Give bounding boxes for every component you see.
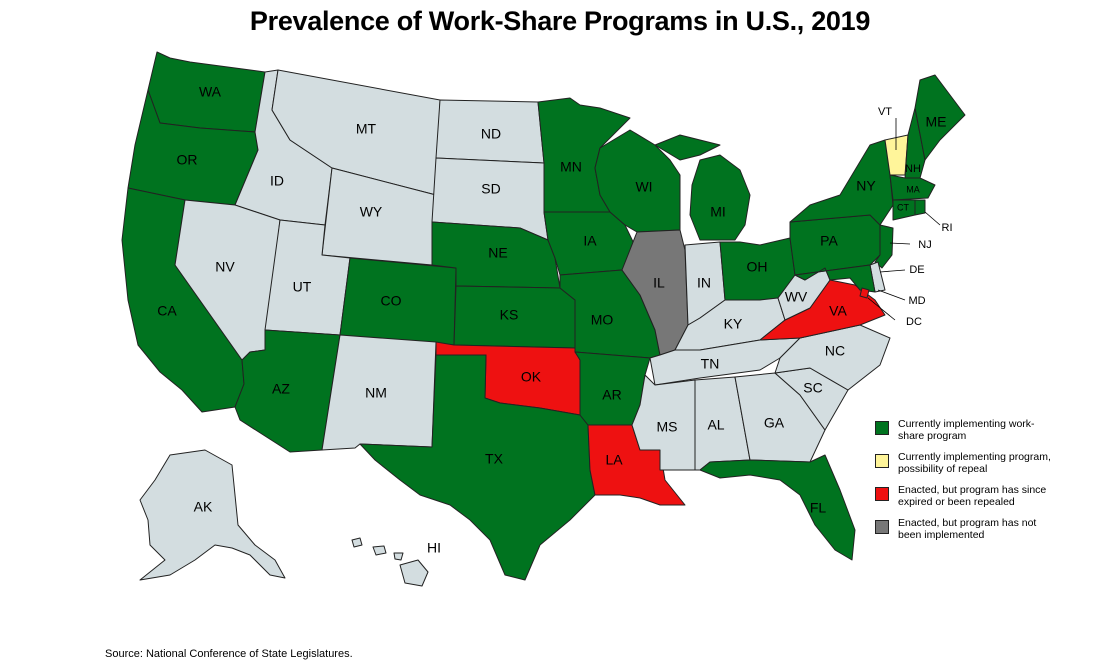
label-IA: IA: [583, 233, 597, 249]
label-MN: MN: [560, 159, 582, 175]
label-SC: SC: [803, 380, 822, 396]
label-AL: AL: [707, 417, 724, 433]
label-SD: SD: [481, 181, 500, 197]
label-leaders: [867, 118, 941, 321]
label-WV: WV: [785, 289, 808, 305]
label-ME: ME: [926, 114, 947, 130]
state-AK: [139, 449, 286, 581]
label-KS: KS: [500, 307, 519, 323]
label-NJ: NJ: [918, 239, 931, 251]
label-DC: DC: [906, 316, 922, 328]
label-NV: NV: [215, 259, 235, 275]
label-NM: NM: [365, 385, 387, 401]
label-PA: PA: [820, 233, 838, 249]
state-MD: [794, 264, 876, 293]
label-MA: MA: [906, 184, 920, 194]
label-WA: WA: [199, 84, 222, 100]
legend-label-implementing: Currently implementing work-share progra…: [898, 418, 1035, 442]
state-RI: [914, 199, 926, 216]
state-NH: [904, 107, 926, 179]
label-HI: HI: [427, 540, 441, 556]
label-OH: OH: [747, 259, 768, 275]
label-AK: AK: [194, 499, 213, 515]
state-MI: [654, 134, 751, 241]
legend-label-repeal-possible: Currently implementing program, possibil…: [898, 451, 1051, 475]
label-UT: UT: [293, 279, 312, 295]
label-CT: CT: [897, 202, 909, 212]
label-NE: NE: [488, 245, 507, 261]
state-TX: [359, 354, 596, 581]
label-WI: WI: [635, 179, 652, 195]
label-MO: MO: [591, 312, 614, 328]
map-title: Prevalence of Work-Share Programs in U.S…: [249, 6, 871, 36]
label-NC: NC: [825, 343, 845, 359]
label-VT: VT: [878, 106, 892, 118]
label-NY: NY: [856, 178, 876, 194]
legend-item-expired: Enacted, but program has since expired o…: [875, 484, 1055, 508]
label-MT: MT: [356, 121, 377, 137]
legend-item-repeal-possible: Currently implementing program, possibil…: [875, 451, 1055, 475]
label-TX: TX: [485, 451, 504, 467]
label-CA: CA: [157, 303, 177, 319]
label-IL: IL: [653, 275, 665, 291]
label-OR: OR: [177, 152, 198, 168]
state-DC: [859, 287, 870, 299]
state-FL: [699, 454, 856, 561]
label-MS: MS: [657, 419, 678, 435]
label-WY: WY: [360, 204, 383, 220]
label-TN: TN: [701, 356, 720, 372]
label-LA: LA: [605, 452, 623, 468]
label-RI: RI: [942, 222, 953, 234]
label-AZ: AZ: [272, 381, 290, 397]
label-ND: ND: [481, 126, 501, 142]
legend-swatch-repeal-possible: [875, 454, 889, 468]
state-NJ: [874, 224, 894, 269]
label-AR: AR: [602, 387, 621, 403]
legend-swatch-expired: [875, 487, 889, 501]
legend-swatch-not-implemented: [875, 520, 889, 534]
legend-label-expired: Enacted, but program has since expired o…: [898, 484, 1047, 508]
label-DE: DE: [909, 264, 924, 276]
source-note: Source: National Conference of State Leg…: [105, 648, 353, 660]
legend-item-not-implemented: Enacted, but program has not been implem…: [875, 517, 1055, 541]
label-OK: OK: [521, 369, 542, 385]
legend-label-not-implemented: Enacted, but program has not been implem…: [898, 517, 1037, 541]
label-IN: IN: [697, 275, 711, 291]
label-FL: FL: [810, 500, 827, 516]
label-KY: KY: [724, 316, 743, 332]
legend-swatch-implementing: [875, 421, 889, 435]
label-NH: NH: [905, 163, 921, 175]
map-legend: Currently implementing work-share progra…: [875, 418, 1055, 550]
state-HI: [351, 537, 429, 587]
label-MI: MI: [710, 204, 726, 220]
legend-item-implementing: Currently implementing work-share progra…: [875, 418, 1055, 442]
label-VA: VA: [829, 303, 847, 319]
state-NC: [774, 324, 891, 391]
label-MD: MD: [908, 295, 925, 307]
label-ID: ID: [270, 173, 284, 189]
label-GA: GA: [764, 415, 785, 431]
label-CO: CO: [381, 293, 402, 309]
state-ME: [914, 74, 966, 161]
state-NY: [789, 139, 894, 226]
